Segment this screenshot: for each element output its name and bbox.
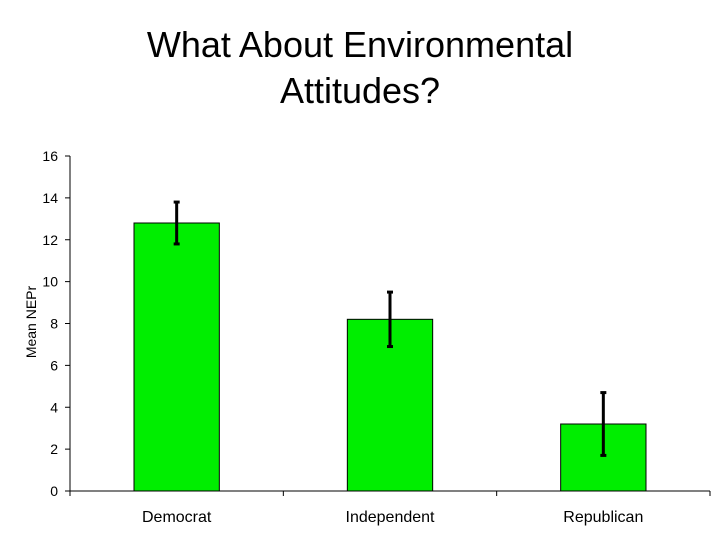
error-bars [173, 200, 607, 457]
y-tick-label: 2 [50, 441, 58, 457]
y-axis-label: Mean NEPr [23, 285, 39, 358]
y-tick-label: 12 [42, 232, 58, 248]
y-axis: 0 2 4 6 8 10 12 14 16 [42, 148, 71, 499]
y-tick-label: 0 [50, 483, 58, 499]
y-tick-label: 6 [50, 357, 58, 373]
bars [133, 222, 647, 492]
x-category-label: Independent [346, 509, 436, 526]
y-tick-label: 14 [42, 190, 58, 206]
x-category-label: Republican [563, 509, 643, 526]
y-tick-label: 8 [50, 316, 58, 332]
y-tick-label: 4 [50, 399, 58, 415]
x-axis: Democrat Independent Republican [69, 490, 711, 526]
chart-title: What About Environmental Attitudes? [146, 24, 574, 111]
x-category-label: Democrat [142, 509, 212, 526]
bar-democrat [133, 222, 220, 492]
y-tick-label: 16 [42, 148, 58, 164]
y-tick-label: 10 [42, 274, 58, 290]
